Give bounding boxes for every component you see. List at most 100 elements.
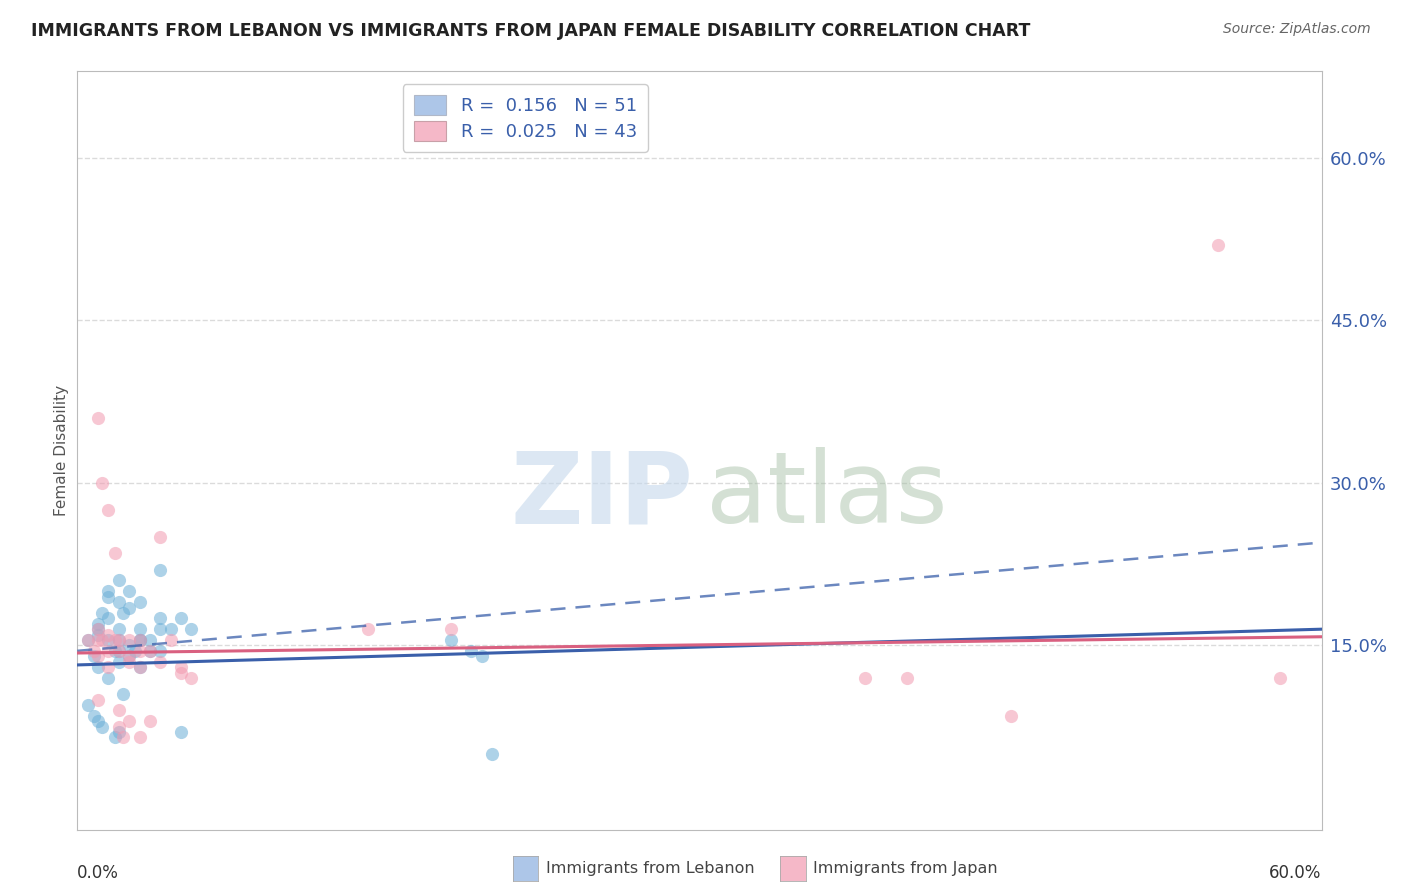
Point [855, 671, 877, 685]
Point [87, 649, 110, 664]
Point [97, 584, 120, 599]
Point [128, 644, 150, 658]
Point [1206, 237, 1229, 252]
Text: ZIP: ZIP [510, 448, 693, 544]
Point [83, 644, 105, 658]
Point [107, 720, 129, 734]
Point [87, 633, 110, 648]
Point [118, 633, 141, 648]
Point [149, 563, 172, 577]
Point [97, 611, 120, 625]
Point [128, 633, 150, 648]
Point [118, 714, 141, 729]
Point [111, 687, 134, 701]
Point [111, 606, 134, 620]
Point [471, 649, 494, 664]
Point [91, 720, 114, 734]
Point [76, 633, 98, 648]
Point [87, 411, 110, 425]
Point [107, 633, 129, 648]
Point [180, 622, 202, 636]
Point [76, 633, 98, 648]
Point [104, 644, 127, 658]
Point [128, 633, 150, 648]
Point [124, 644, 146, 658]
Text: Source: ZipAtlas.com: Source: ZipAtlas.com [1223, 22, 1371, 37]
Point [97, 671, 120, 685]
Point [91, 633, 114, 648]
Point [149, 622, 172, 636]
Point [170, 660, 193, 674]
Point [107, 595, 129, 609]
Point [139, 644, 162, 658]
Point [1000, 708, 1022, 723]
Point [118, 639, 141, 653]
Point [91, 475, 114, 490]
Point [107, 622, 129, 636]
Text: Immigrants from Japan: Immigrants from Japan [813, 862, 997, 876]
Point [118, 655, 141, 669]
Text: atlas: atlas [706, 448, 948, 544]
Legend: R =  0.156   N = 51, R =  0.025   N = 43: R = 0.156 N = 51, R = 0.025 N = 43 [404, 84, 648, 152]
Point [87, 692, 110, 706]
Point [170, 611, 193, 625]
Point [97, 633, 120, 648]
Point [118, 649, 141, 664]
Point [139, 714, 162, 729]
Point [896, 671, 918, 685]
Point [97, 590, 120, 604]
Point [97, 660, 120, 674]
Point [357, 622, 380, 636]
Point [439, 633, 461, 648]
Point [118, 584, 141, 599]
Point [1268, 671, 1291, 685]
Point [107, 703, 129, 717]
Point [149, 655, 172, 669]
Point [481, 747, 503, 761]
Point [159, 633, 181, 648]
Text: IMMIGRANTS FROM LEBANON VS IMMIGRANTS FROM JAPAN FEMALE DISABILITY CORRELATION C: IMMIGRANTS FROM LEBANON VS IMMIGRANTS FR… [31, 22, 1031, 40]
Point [149, 644, 172, 658]
Point [87, 622, 110, 636]
Point [104, 633, 127, 648]
Point [107, 574, 129, 588]
Y-axis label: Female Disability: Female Disability [53, 384, 69, 516]
Point [118, 649, 141, 664]
Point [128, 633, 150, 648]
Point [104, 546, 127, 560]
Point [439, 622, 461, 636]
Point [76, 698, 98, 712]
Text: 0.0%: 0.0% [77, 863, 120, 881]
Point [111, 731, 134, 745]
Point [87, 627, 110, 641]
Point [97, 503, 120, 517]
Point [128, 595, 150, 609]
Point [128, 622, 150, 636]
Point [139, 633, 162, 648]
Point [128, 660, 150, 674]
Point [107, 655, 129, 669]
Text: Immigrants from Lebanon: Immigrants from Lebanon [546, 862, 754, 876]
Point [87, 714, 110, 729]
Point [97, 644, 120, 658]
Point [91, 606, 114, 620]
Point [87, 616, 110, 631]
Point [139, 644, 162, 658]
Point [128, 731, 150, 745]
Point [149, 530, 172, 544]
Point [107, 725, 129, 739]
Point [149, 611, 172, 625]
Point [83, 649, 105, 664]
Point [128, 660, 150, 674]
Point [460, 644, 482, 658]
Point [87, 660, 110, 674]
Point [159, 622, 181, 636]
Point [118, 600, 141, 615]
Point [107, 644, 129, 658]
Point [87, 622, 110, 636]
Text: 60.0%: 60.0% [1270, 863, 1322, 881]
Point [97, 627, 120, 641]
Point [180, 671, 202, 685]
Point [170, 665, 193, 680]
Point [107, 633, 129, 648]
